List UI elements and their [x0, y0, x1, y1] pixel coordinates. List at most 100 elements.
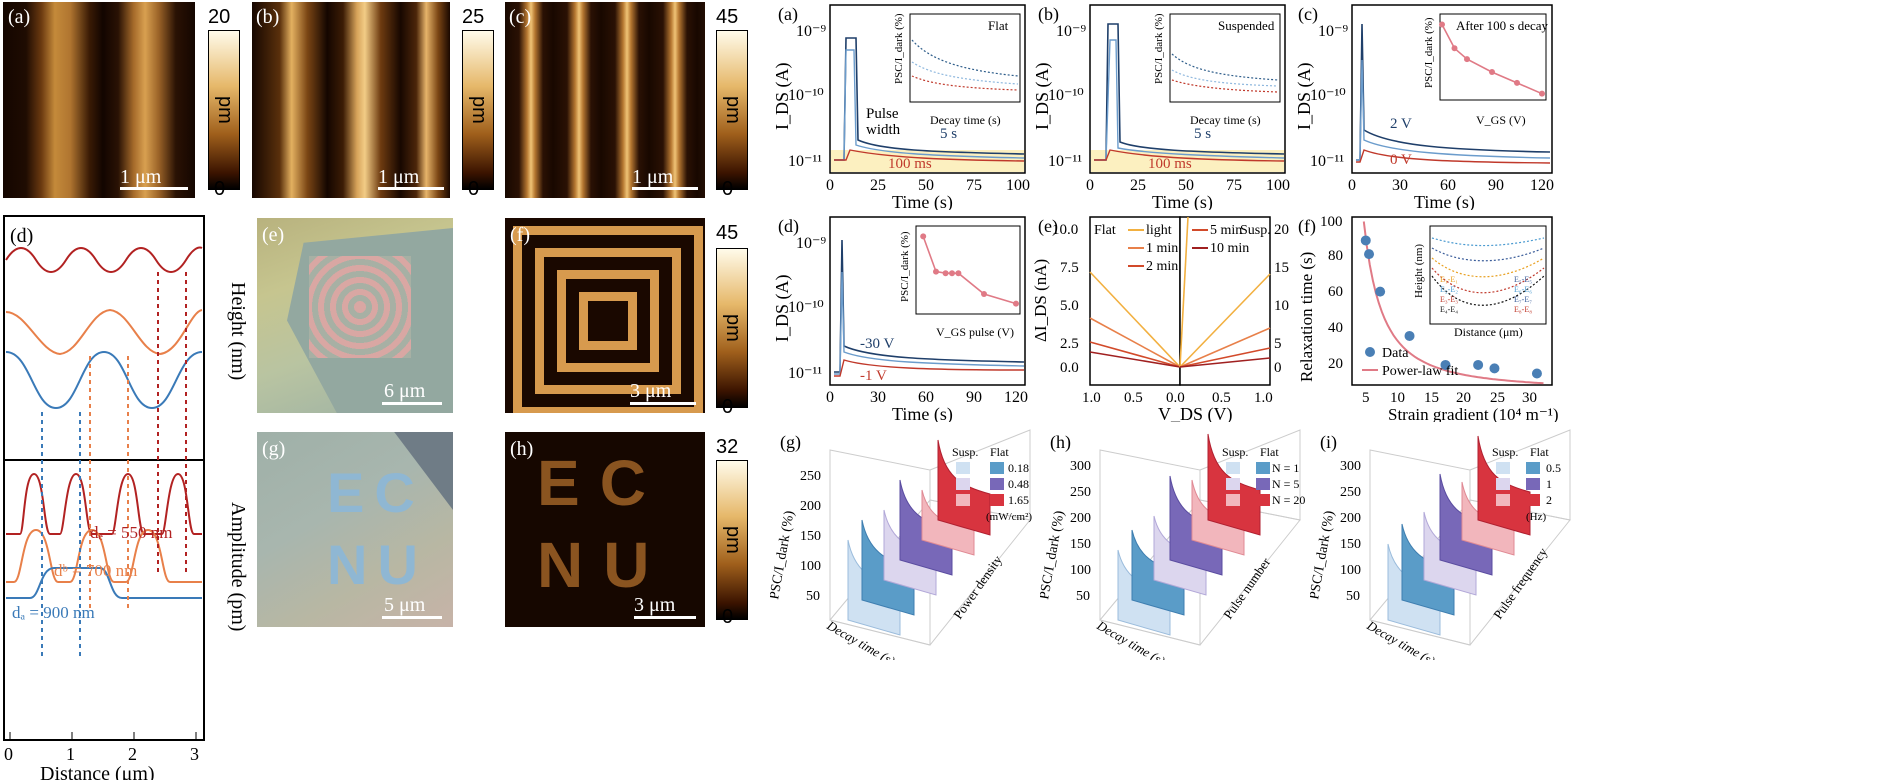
c-inset-point-3 — [1489, 69, 1495, 76]
a-ytick-1: 10⁻¹⁰ — [788, 87, 824, 104]
colorbar-a-unit: pm — [214, 96, 236, 124]
i-zlabel: PSC/I_dark (%) — [1310, 509, 1338, 600]
profile-frame — [3, 215, 205, 741]
colorbar-f-unit: pm — [722, 314, 744, 342]
f-inset-leg-5: E₆-E₆ — [1514, 285, 1532, 294]
a-xtick-4: 100 — [1006, 177, 1030, 194]
dr-xtick-0: 0 — [826, 389, 834, 406]
plot-right-g: (g) 250 200 150 100 50 PSC/I_dark (%) De… — [770, 429, 1032, 660]
c-xtick-0: 0 — [1348, 177, 1356, 194]
c-inset-ylabel: PSC/I_dark (%) — [1423, 17, 1435, 88]
inset-b-curve-1 — [1171, 53, 1279, 81]
letters-nu: NU — [327, 533, 428, 596]
f-data-point-2 — [1375, 286, 1386, 297]
c-ytick-1: 10⁻¹⁰ — [1310, 87, 1346, 104]
e-xtick-r1: 1.0 — [1254, 390, 1273, 406]
right-panel-a-label: (a) — [778, 4, 798, 25]
c-xtick-2: 60 — [1440, 177, 1456, 194]
a-ann-width: width — [866, 122, 901, 138]
colorbar-h — [716, 460, 748, 620]
label-db: dᵇ = 700 nm — [54, 561, 137, 580]
d-xtick-2: 2 — [128, 744, 137, 764]
d-xtick-0: 0 — [4, 744, 13, 764]
g-ztick-3: 100 — [800, 559, 821, 574]
d-ylabel-top: Height (nm) — [227, 282, 249, 380]
square-ring-1 — [513, 226, 703, 413]
a-xtick-2: 50 — [918, 177, 934, 194]
plot-d-curve-2 — [834, 271, 1025, 375]
letters-ec: EC — [327, 461, 425, 524]
g-ztick-1: 200 — [800, 499, 821, 514]
scale-bar-e — [382, 402, 442, 405]
plot-a-inset-frame — [909, 13, 1021, 103]
c-inset-point-4 — [1514, 79, 1520, 86]
a-inset-ylabel: PSC/I_dark (%) — [893, 13, 905, 84]
c-xtick-1: 30 — [1392, 177, 1408, 194]
colorbar-c-min: 0 — [722, 178, 734, 200]
b-ytick-2: 10⁻¹¹ — [1048, 153, 1082, 170]
dr-xtick-4: 120 — [1004, 389, 1028, 406]
b-ann-5s: 5 s — [1194, 126, 1211, 142]
colorbar-h-unit: pm — [722, 526, 744, 554]
right-panel-c-label: (c) — [1298, 4, 1318, 25]
d-inset-xlabel: V_GS pulse (V) — [936, 325, 1014, 339]
f-ytick-1: 80 — [1328, 248, 1343, 264]
f-inset-leg-3: E₄-E₄ — [1440, 305, 1458, 314]
h-zlabel: PSC/I_dark (%) — [1040, 509, 1068, 600]
c-xtick-4: 120 — [1530, 177, 1554, 194]
c-ytick-0: 10⁻⁹ — [1318, 23, 1348, 40]
i-leg-flat: Flat — [1530, 445, 1549, 459]
d-xlabel: Distance (μm) — [40, 763, 155, 780]
i-ztick-2: 200 — [1340, 511, 1361, 526]
e-line-5min-left — [1089, 351, 1181, 368]
f-xtick-4: 25 — [1490, 390, 1505, 406]
h-leg-0: N = 1 — [1272, 461, 1299, 475]
c-inset-point-1 — [1451, 45, 1458, 52]
plot-c-inset: After 100 s decay PSC/I_dark (%) V_GS (V… — [1423, 13, 1549, 127]
f-data-point-4 — [1440, 359, 1451, 370]
c-xtick-3: 90 — [1488, 177, 1504, 194]
g-leg-0: 0.18 — [1008, 461, 1029, 475]
e-ytick-r4: 0 — [1274, 360, 1282, 376]
b-ylabel: I_DS (A) — [1032, 63, 1053, 131]
d-inset-point-3 — [949, 270, 955, 277]
b-ytick-1: 10⁻¹⁰ — [1048, 87, 1084, 104]
d-inset-point-0 — [920, 233, 927, 240]
h-ztick-5: 50 — [1076, 589, 1090, 604]
colorbar-h-min: 0 — [722, 606, 734, 628]
f-xlabel: Strain gradient (10⁴ m⁻¹) — [1388, 405, 1559, 422]
f-inset-curve-1 — [1431, 237, 1545, 247]
g-leg-susp: Susp. — [952, 445, 978, 459]
a-ann-pulse: Pulse — [866, 106, 899, 122]
scale-bar-c — [632, 187, 698, 190]
left-panel-g-label: (g) — [262, 438, 286, 460]
colorbar-a-min: 0 — [214, 178, 226, 200]
f-inset-leg-6: E₇-E₇ — [1514, 295, 1532, 304]
right-panel-f-label: (f) — [1298, 216, 1316, 237]
height-curve-a — [5, 350, 203, 410]
e-line-2min-right — [1179, 327, 1271, 368]
plot-e-left-frame — [1089, 216, 1181, 386]
e-xtick-l2: 0.0 — [1166, 390, 1185, 406]
scale-text-b: 1 μm — [378, 166, 420, 188]
f-inset-leg-7: E₈-E₈ — [1514, 305, 1532, 314]
f-inset-leg-2: E₃-E₃ — [1440, 295, 1458, 304]
f-xtick-2: 15 — [1424, 390, 1439, 406]
b-xtick-2: 50 — [1178, 177, 1194, 194]
plot-c-curve-2 — [1356, 59, 1551, 161]
e-line-5min-right — [1179, 347, 1271, 368]
e-line-light-right — [1179, 216, 1189, 368]
d-ytick-0: 10⁻⁹ — [796, 235, 826, 252]
c-ann-0v: 0 V — [1390, 152, 1412, 168]
plot-right-h: (h) 300 250 200 150 100 50 PSC/I_dark (%… — [1040, 429, 1305, 660]
right-panel-h-label: (h) — [1050, 432, 1071, 453]
d-inset-point-5 — [981, 291, 987, 297]
f-inset-xlabel: Distance (μm) — [1454, 325, 1523, 339]
e-legend-flat: Flat — [1094, 223, 1116, 238]
left-panel-b-label: (b) — [256, 6, 280, 28]
right-panel-i-label: (i) — [1320, 432, 1337, 453]
label-de: dₑ = 550 nm — [90, 523, 172, 542]
f-ylabel: Relaxation time (s) — [1297, 252, 1316, 382]
h-ztick-3: 150 — [1070, 537, 1091, 552]
h-leg-flat: Flat — [1260, 445, 1279, 459]
